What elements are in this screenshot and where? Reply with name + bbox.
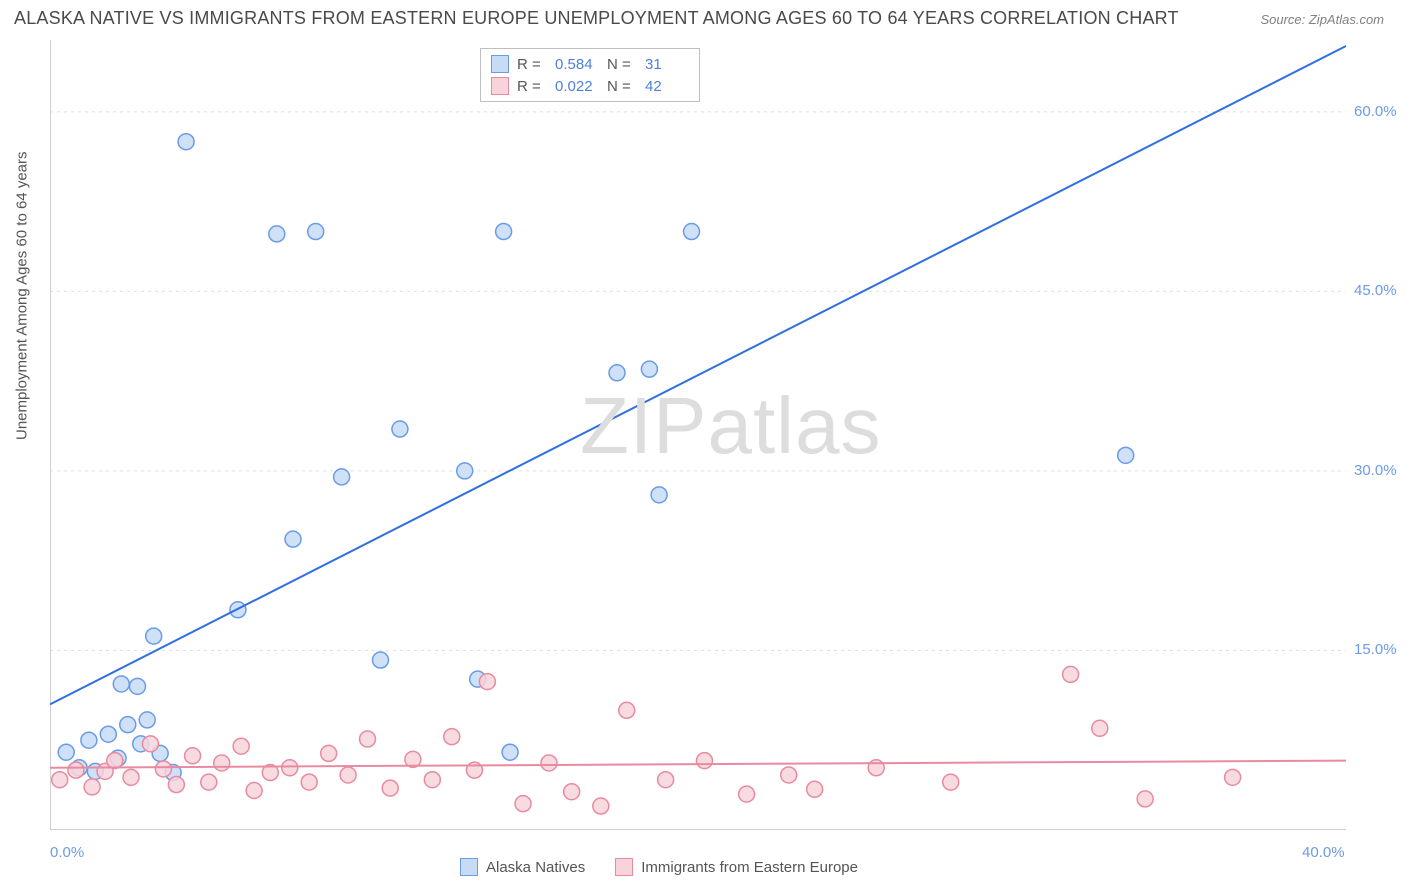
chart-container: ALASKA NATIVE VS IMMIGRANTS FROM EASTERN… bbox=[0, 0, 1406, 892]
correlation-legend: R = 0.584 N = 31 R = 0.022 N = 42 bbox=[480, 48, 700, 102]
n-value: 42 bbox=[645, 78, 689, 95]
y-axis-label: Unemployment Among Ages 60 to 64 years bbox=[14, 151, 31, 440]
y-tick-label: 15.0% bbox=[1354, 641, 1397, 658]
x-tick-label: 40.0% bbox=[1302, 844, 1345, 861]
legend-label-alaska: Alaska Natives bbox=[486, 859, 585, 876]
series-legend: Alaska Natives Immigrants from Eastern E… bbox=[460, 858, 858, 876]
n-label: N = bbox=[607, 56, 637, 73]
correlation-row: R = 0.584 N = 31 bbox=[491, 53, 689, 75]
legend-label-immigrants: Immigrants from Eastern Europe bbox=[641, 859, 858, 876]
legend-item-alaska: Alaska Natives bbox=[460, 858, 585, 876]
scatter-plot bbox=[50, 40, 1346, 830]
correlation-row: R = 0.022 N = 42 bbox=[491, 75, 689, 97]
n-label: N = bbox=[607, 78, 637, 95]
x-tick-label: 0.0% bbox=[50, 844, 84, 861]
source-attribution: Source: ZipAtlas.com bbox=[1260, 12, 1384, 27]
correlation-swatch bbox=[491, 55, 509, 73]
correlation-swatch bbox=[491, 77, 509, 95]
r-value: 0.022 bbox=[555, 78, 599, 95]
n-value: 31 bbox=[645, 56, 689, 73]
legend-swatch-immigrants bbox=[615, 858, 633, 876]
legend-swatch-alaska bbox=[460, 858, 478, 876]
r-label: R = bbox=[517, 78, 547, 95]
y-tick-label: 45.0% bbox=[1354, 282, 1397, 299]
legend-item-immigrants: Immigrants from Eastern Europe bbox=[615, 858, 858, 876]
y-tick-label: 60.0% bbox=[1354, 103, 1397, 120]
y-tick-label: 30.0% bbox=[1354, 462, 1397, 479]
chart-title: ALASKA NATIVE VS IMMIGRANTS FROM EASTERN… bbox=[14, 8, 1179, 29]
r-value: 0.584 bbox=[555, 56, 599, 73]
r-label: R = bbox=[517, 56, 547, 73]
